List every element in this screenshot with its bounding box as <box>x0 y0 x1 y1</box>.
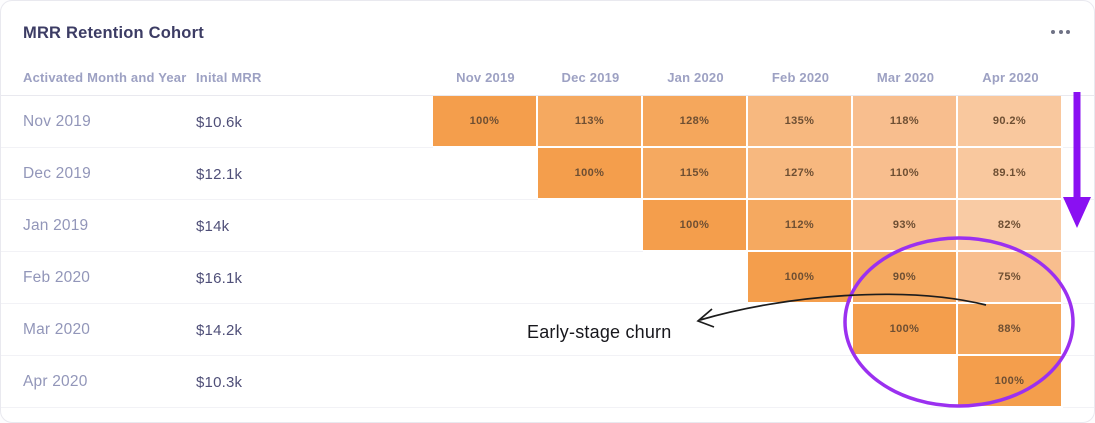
heatmap-cell[interactable]: 90% <box>853 252 958 304</box>
heatmap-cell-empty <box>643 356 748 408</box>
heatmap-cell-empty <box>853 356 958 408</box>
table-row: Jan 2019 $14k 100% 112% 93% 82% <box>1 200 1094 252</box>
column-header-month: Apr 2020 <box>982 70 1039 85</box>
cohort-label: Feb 2020 <box>23 269 91 286</box>
heatmap-cell-empty <box>538 200 643 252</box>
column-header-activated: Activated Month and Year <box>23 70 187 85</box>
heatmap-cell-empty <box>538 356 643 408</box>
initial-mrr-value: $16.1k <box>196 269 243 287</box>
heatmap-cell[interactable]: 90.2% <box>958 96 1063 148</box>
heatmap-cell[interactable]: 100% <box>853 304 958 356</box>
heatmap-cell[interactable]: 135% <box>748 96 853 148</box>
cohort-label: Jan 2019 <box>23 217 89 234</box>
heatmap-cell[interactable]: 127% <box>748 148 853 200</box>
cohort-label: Mar 2020 <box>23 321 91 338</box>
heatmap-cell[interactable]: 100% <box>748 252 853 304</box>
heatmap-cell[interactable]: 88% <box>958 304 1063 356</box>
heatmap-cell[interactable]: 100% <box>643 200 748 252</box>
initial-mrr-value: $14k <box>196 217 230 235</box>
heatmap-cell[interactable]: 100% <box>958 356 1063 408</box>
heatmap-cell[interactable]: 113% <box>538 96 643 148</box>
heatmap-cell[interactable]: 100% <box>433 96 538 148</box>
heatmap-cell[interactable]: 112% <box>748 200 853 252</box>
ellipsis-icon[interactable] <box>1049 24 1072 40</box>
heatmap-cell[interactable]: 82% <box>958 200 1063 252</box>
table-row: Nov 2019 $10.6k 100% 113% 128% 135% 118%… <box>1 96 1094 148</box>
card-header: MRR Retention Cohort <box>1 1 1094 43</box>
table-header-row: Activated Month and Year Inital MRR Nov … <box>1 43 1094 96</box>
heatmap-cell[interactable]: 110% <box>853 148 958 200</box>
table-row: Mar 2020 $14.2k 100% 88% <box>1 304 1094 356</box>
heatmap-cell-empty <box>433 200 538 252</box>
heatmap-cell-empty <box>433 304 538 356</box>
page-title: MRR Retention Cohort <box>23 24 204 42</box>
cohort-label: Apr 2020 <box>23 373 88 390</box>
heatmap-cell[interactable]: 118% <box>853 96 958 148</box>
column-header-month: Feb 2020 <box>771 70 830 85</box>
column-header-month: Mar 2020 <box>876 70 935 85</box>
initial-mrr-value: $14.2k <box>196 321 243 339</box>
heatmap-cell-empty <box>748 304 853 356</box>
initial-mrr-value: $12.1k <box>196 165 243 183</box>
column-header-month: Dec 2019 <box>561 70 620 85</box>
heatmap-cell-empty <box>538 304 643 356</box>
heatmap-cell-empty <box>433 252 538 304</box>
cohort-label: Dec 2019 <box>23 165 91 182</box>
heatmap-cell-empty <box>538 252 643 304</box>
table-row: Dec 2019 $12.1k 100% 115% 127% 110% 89.1… <box>1 148 1094 200</box>
heatmap-cell[interactable]: 75% <box>958 252 1063 304</box>
table-row: Feb 2020 $16.1k 100% 90% 75% <box>1 252 1094 304</box>
heatmap-cell[interactable]: 115% <box>643 148 748 200</box>
column-header-initial-mrr: Inital MRR <box>196 70 262 85</box>
heatmap-cell-empty <box>433 356 538 408</box>
ellipsis-dot <box>1058 30 1063 34</box>
ellipsis-dot <box>1051 30 1055 34</box>
heatmap-cell[interactable]: 128% <box>643 96 748 148</box>
heatmap-cell[interactable]: 100% <box>538 148 643 200</box>
heatmap-cell[interactable]: 93% <box>853 200 958 252</box>
initial-mrr-value: $10.3k <box>196 373 243 391</box>
heatmap-cell-empty <box>433 148 538 200</box>
initial-mrr-value: $10.6k <box>196 113 243 131</box>
cohort-label: Nov 2019 <box>23 113 91 130</box>
heatmap-cell-empty <box>643 252 748 304</box>
table-row: Apr 2020 $10.3k 100% <box>1 356 1094 408</box>
heatmap-cell[interactable]: 89.1% <box>958 148 1063 200</box>
column-header-month: Nov 2019 <box>456 70 515 85</box>
heatmap-cell-empty <box>643 304 748 356</box>
heatmap-cell-empty <box>748 356 853 408</box>
ellipsis-dot <box>1066 30 1070 34</box>
column-header-month: Jan 2020 <box>667 70 724 85</box>
